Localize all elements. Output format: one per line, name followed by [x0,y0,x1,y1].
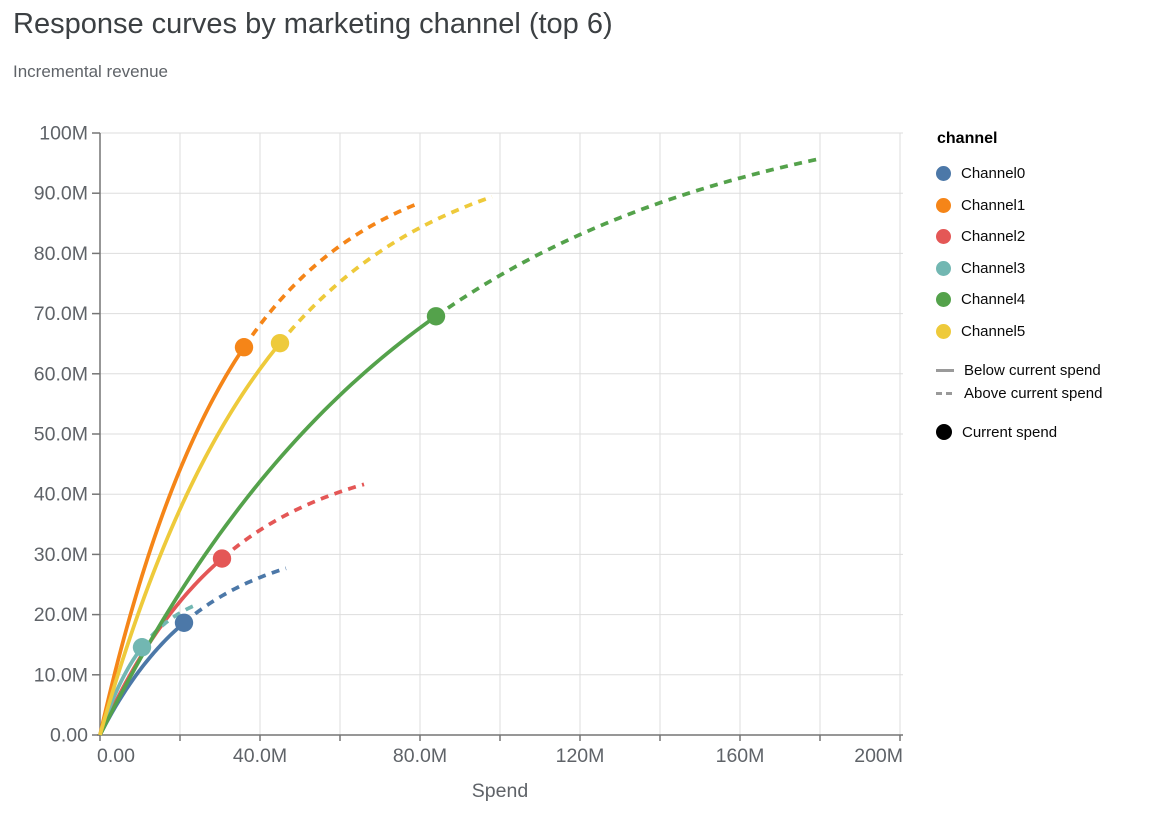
legend-swatch-circle-icon [936,323,951,339]
y-tick-label: 70.0M [34,303,88,325]
channel5-below-current-spend-curve [98,341,282,736]
channel1-above-current-spend-curve [242,202,417,349]
legend-channel-items: Channel0 Channel1 Channel2 Channel3 Channel4… [936,158,1162,347]
y-tick-label: 50.0M [34,424,88,446]
channel4-below-current-spend-curve [98,314,438,736]
y-tick-label: 10.0M [34,664,88,686]
channel4-current-spend-dot [426,307,446,326]
legend-swatch-circle-icon [936,292,951,308]
channel3-current-spend-dot [132,638,152,657]
channel2-above-current-spend-curve [220,482,365,560]
legend-item-label: Channel2 [961,228,1026,246]
axes [92,132,903,741]
dashed-line-icon [936,391,954,396]
response-curves-plot: 0.00 10.0M 20.0M 30.0M 40.0M 50.0M 60.0M 70.0M 8… [0,105,920,814]
y-tick-label: 0.00 [50,725,88,747]
legend-item-label: Channel4 [961,291,1026,309]
legend-item-channel3: Channel3 [936,253,1162,285]
channel0-above-current-spend-curve [182,566,287,625]
legend-style-items: Below current spend Above current spend [936,359,1162,405]
response-curves-svg: 0.00 10.0M 20.0M 30.0M 40.0M 50.0M 60.0M 70.0M 8… [34,123,903,803]
chart-subtitle: Incremental revenue [13,62,168,81]
y-tick-label: 30.0M [34,544,88,566]
x-tick-label: 40.0M [233,745,287,767]
x-tick-label: 160M [716,745,765,767]
curves-layer [98,156,821,736]
legend-item-label: Channel0 [961,165,1026,183]
legend-item-channel4: Channel4 [936,284,1162,316]
legend-item-current-spend: Current spend [936,419,1162,445]
channel0-current-spend-dot [174,613,194,632]
y-tick-label: 60.0M [34,363,88,385]
channel5-above-current-spend-curve [278,195,493,345]
channel4-above-current-spend-curve [434,156,821,318]
legend-item-label: Channel3 [961,259,1026,277]
solid-line-icon [936,368,954,373]
legend-swatch-circle-icon [936,166,951,182]
current-spend-dots [132,307,446,657]
legend-item-channel1: Channel1 [936,190,1162,222]
legend-swatch-circle-icon [936,197,951,213]
channel1-current-spend-dot [234,338,254,357]
x-tick-label: 200M [854,745,903,767]
legend-item-channel2: Channel2 [936,221,1162,253]
channel5-current-spend-dot [270,333,290,353]
legend-item-above-current-spend: Above current spend [936,382,1162,405]
legend-item-below-current-spend: Below current spend [936,359,1162,382]
channel1-below-current-spend-curve [98,346,246,736]
y-tick-label: 20.0M [34,604,88,626]
legend-item-label: Below current spend [964,362,1101,379]
chart-legend: channel Channel0 Channel1 Channel2 Channel3… [936,130,1162,445]
filled-dot-icon [936,424,952,440]
x-tick-label: 0.00 [97,745,135,767]
legend-item-channel0: Channel0 [936,158,1162,190]
y-tick-label: 80.0M [34,243,88,265]
legend-swatch-circle-icon [936,229,951,245]
gridlines [100,132,903,735]
y-tick-label: 100M [39,123,88,145]
legend-item-label: Current spend [962,423,1058,441]
legend-item-channel5: Channel5 [936,316,1162,348]
x-tick-label: 80.0M [393,745,447,767]
page-title: Response curves by marketing channel (to… [13,8,613,40]
legend-point-item: Current spend [936,419,1162,445]
tick-labels: 0.00 10.0M 20.0M 30.0M 40.0M 50.0M 60.0M 70.0M 8… [34,123,903,803]
legend-channel-header: channel [937,130,998,147]
y-tick-label: 40.0M [34,484,88,506]
channel3-above-current-spend-curve [140,603,197,649]
legend-swatch-circle-icon [936,260,951,276]
legend-item-label: Above current spend [964,385,1103,402]
x-axis-title: Spend [472,780,528,802]
y-tick-label: 90.0M [34,183,88,205]
x-tick-label: 120M [556,745,605,767]
channel2-current-spend-dot [212,549,232,568]
legend-item-label: Channel1 [961,196,1026,214]
legend-item-label: Channel5 [961,322,1026,340]
